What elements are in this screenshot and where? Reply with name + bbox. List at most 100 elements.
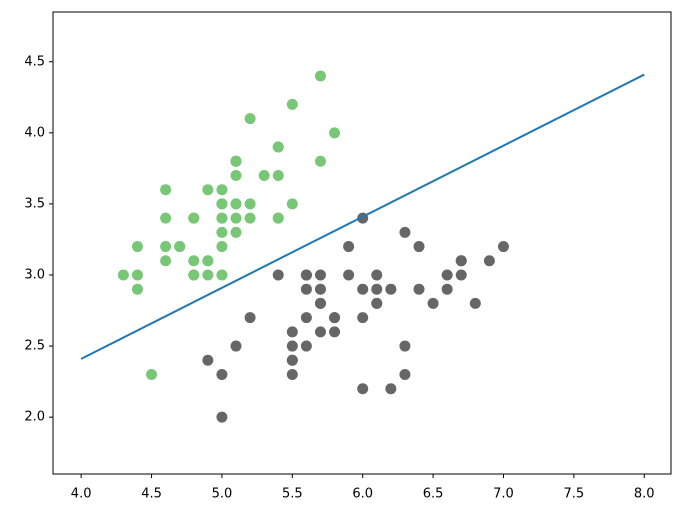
point [202,269,214,281]
point [244,212,256,224]
point [188,269,200,281]
point [286,354,298,366]
point [371,283,383,295]
point [230,212,242,224]
point [286,368,298,380]
point [230,340,242,352]
point [371,297,383,309]
point [244,198,256,210]
point [216,241,228,253]
point [160,241,172,253]
point [413,241,425,253]
point [427,297,439,309]
y-tick-label: 2.5 [24,339,45,354]
point [188,255,200,267]
point [272,141,284,153]
point [286,198,298,210]
x-tick-label: 6.5 [423,487,444,502]
point [343,269,355,281]
plot-frame [52,11,672,475]
point [160,212,172,224]
point [314,297,326,309]
x-tick-label: 5.5 [282,487,303,502]
point [216,269,228,281]
point [117,269,129,281]
point [314,283,326,295]
point [216,226,228,238]
point [357,312,369,324]
point [244,113,256,125]
point [314,269,326,281]
point [258,169,270,181]
point [216,212,228,224]
point [202,255,214,267]
point [272,169,284,181]
y-tick-label: 2.0 [24,410,45,425]
point [230,226,242,238]
point [160,255,172,267]
point [371,269,383,281]
point [300,283,312,295]
point [357,283,369,295]
point [230,169,242,181]
x-tick-label: 4.0 [71,487,92,502]
point [272,269,284,281]
y-tick-label: 3.5 [24,196,45,211]
x-tick-label: 8.0 [634,487,655,502]
point [469,297,481,309]
point [286,326,298,338]
point [483,255,495,267]
point [230,155,242,167]
point [399,340,411,352]
point [188,212,200,224]
point [216,184,228,196]
point [314,326,326,338]
x-tick-label: 5.0 [212,487,233,502]
point [399,368,411,380]
point [216,198,228,210]
point [216,368,228,380]
x-tick-label: 4.5 [141,487,162,502]
x-tick-label: 7.5 [564,487,585,502]
point [272,212,284,224]
point [329,326,341,338]
point [343,241,355,253]
point [202,184,214,196]
x-tick-label: 7.0 [493,487,514,502]
point [497,241,509,253]
point [300,312,312,324]
point [131,269,143,281]
point [399,226,411,238]
point [413,283,425,295]
y-tick-label: 4.5 [24,54,45,69]
point [131,283,143,295]
point [314,70,326,82]
point [230,198,242,210]
y-tick-label: 3.0 [24,267,45,282]
point [202,354,214,366]
point [385,383,397,395]
point [131,241,143,253]
point [300,269,312,281]
point [314,155,326,167]
point [455,255,467,267]
point [216,411,228,423]
point [357,383,369,395]
point [286,98,298,110]
point [174,241,186,253]
point [441,269,453,281]
x-tick-label: 6.0 [352,487,373,502]
point [329,312,341,324]
point [455,269,467,281]
y-tick-label: 4.0 [24,125,45,140]
point [441,283,453,295]
decision-line [80,73,645,360]
point [329,127,341,139]
point [385,283,397,295]
point [244,312,256,324]
point [146,368,158,380]
point [300,340,312,352]
point [160,184,172,196]
